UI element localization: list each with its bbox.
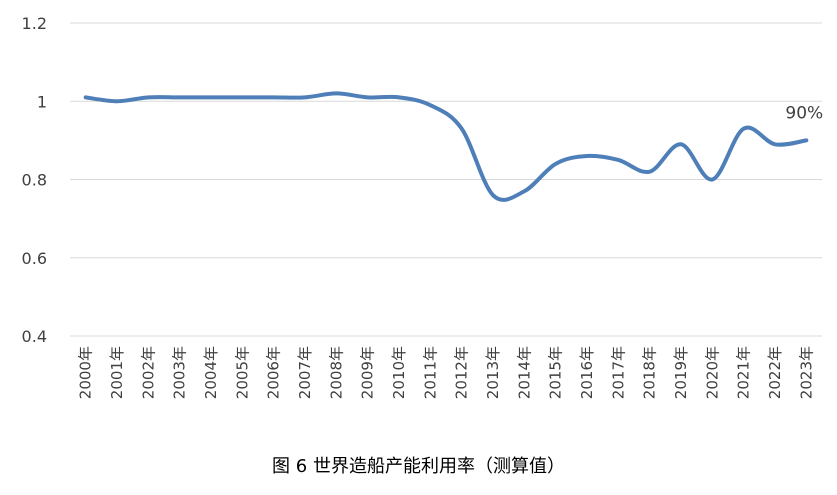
x-tick-label: 2008年 (327, 346, 345, 399)
x-tick-label: 2012年 (453, 346, 471, 399)
data-point (84, 95, 88, 99)
data-point (209, 95, 213, 99)
data-point (616, 158, 620, 162)
data-point (460, 127, 464, 131)
x-tick-label: 2006年 (265, 346, 283, 399)
data-point (303, 95, 307, 99)
x-tick-label: 2020年 (703, 346, 721, 399)
y-tick-label: 1 (37, 92, 47, 111)
data-point (272, 95, 276, 99)
data-point (648, 170, 652, 174)
x-tick-label: 2016年 (578, 346, 596, 399)
x-tick-label: 2021年 (735, 346, 753, 399)
x-tick-label: 2014年 (515, 346, 533, 399)
data-point (334, 91, 338, 95)
data-point (710, 178, 714, 182)
x-tick-label: 2013年 (484, 346, 502, 399)
data-point (366, 95, 370, 99)
x-tick-label: 2002年 (139, 346, 157, 399)
x-tick-label: 2005年 (233, 346, 251, 399)
x-tick-label: 2009年 (359, 346, 377, 399)
x-tick-label: 2022年 (766, 346, 784, 399)
x-tick-label: 2018年 (641, 346, 659, 399)
x-tick-label: 2007年 (296, 346, 314, 399)
series-line (83, 91, 809, 202)
data-point (522, 189, 526, 193)
y-tick-label: 1.2 (22, 14, 47, 33)
x-tick-label: 2001年 (108, 346, 126, 399)
x-tick-label: 2023年 (797, 346, 815, 399)
x-tick-label: 2015年 (547, 346, 565, 399)
x-tick-label: 2010年 (390, 346, 408, 399)
data-point (240, 95, 244, 99)
data-point (178, 95, 182, 99)
data-point (773, 142, 777, 146)
x-tick-label: 2004年 (202, 346, 220, 399)
y-tick-label: 0.6 (22, 249, 47, 268)
data-point (679, 142, 683, 146)
data-point (804, 138, 808, 142)
y-tick-label: 0.4 (22, 327, 47, 346)
data-point (146, 95, 150, 99)
x-tick-label: 2000年 (77, 346, 95, 399)
x-tick-label: 2019年 (672, 346, 690, 399)
data-point (554, 162, 558, 166)
x-tick-label: 2017年 (609, 346, 627, 399)
x-tick-label: 2003年 (171, 346, 189, 399)
data-point (742, 127, 746, 131)
y-tick-label: 0.8 (22, 171, 47, 190)
data-point (115, 99, 119, 103)
data-point (397, 95, 401, 99)
x-tick-label: 2011年 (421, 346, 439, 399)
figure-caption: 图 6 世界造船产能利用率（测算值） (272, 456, 565, 477)
data-label: 90% (785, 103, 823, 123)
data-point (428, 103, 432, 107)
data-point (585, 154, 589, 158)
data-point (491, 193, 495, 197)
